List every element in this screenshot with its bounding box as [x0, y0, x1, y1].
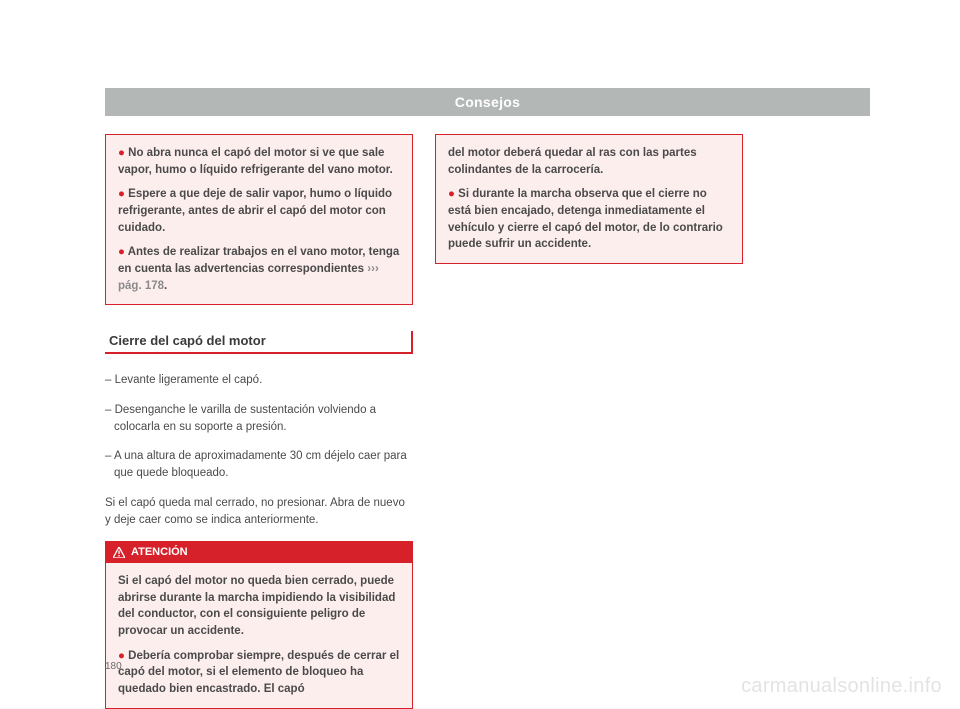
content-columns: No abra nunca el capó del motor si ve qu… [105, 134, 870, 709]
section-title: Cierre del capó del motor [105, 331, 413, 354]
attention-header: ATENCIÓN [105, 541, 413, 563]
warn-text: Antes de realizar trabajos en el vano mo… [118, 246, 399, 275]
page-number: 180 [105, 661, 122, 672]
warning-box-bottom: Si el capó del motor no queda bien cerra… [105, 563, 413, 709]
warn-item: Si durante la marcha observa que el cier… [448, 186, 730, 253]
warn-item: Espere a que deje de salir vapor, humo o… [118, 186, 400, 236]
body-paragraph: – A una altura de aproximadamente 30 cm … [105, 448, 413, 483]
warning-box-top: No abra nunca el capó del motor si ve qu… [105, 134, 413, 305]
column-left: No abra nunca el capó del motor si ve qu… [105, 134, 413, 709]
body-text: – Levante ligeramente el capó. – Desenga… [105, 372, 413, 529]
column-right: del motor deberá quedar al ras con las p… [435, 134, 743, 709]
warn-text: . [164, 280, 167, 292]
warning-triangle-icon [113, 547, 125, 558]
warning-box-continuation: del motor deberá quedar al ras con las p… [435, 134, 743, 264]
body-paragraph: – Levante ligeramente el capó. [105, 372, 413, 389]
body-paragraph: Si el capó queda mal cerrado, no presion… [105, 495, 413, 530]
attention-label: ATENCIÓN [131, 546, 188, 558]
warn-item: Si el capó del motor no queda bien cerra… [118, 573, 400, 640]
warn-item: Antes de realizar trabajos en el vano mo… [118, 244, 400, 294]
header-title: Consejos [455, 94, 520, 110]
warn-item: del motor deberá quedar al ras con las p… [448, 145, 730, 178]
warn-item: Debería comprobar siempre, después de ce… [118, 648, 400, 698]
manual-page: Consejos No abra nunca el capó del motor… [0, 0, 960, 708]
attention-block: ATENCIÓN Si el capó del motor no queda b… [105, 541, 413, 709]
watermark: carmanualsonline.info [741, 675, 942, 698]
page-header: Consejos [105, 88, 870, 116]
warn-item: No abra nunca el capó del motor si ve qu… [118, 145, 400, 178]
body-paragraph: – Desenganche le varilla de sustentación… [105, 402, 413, 437]
